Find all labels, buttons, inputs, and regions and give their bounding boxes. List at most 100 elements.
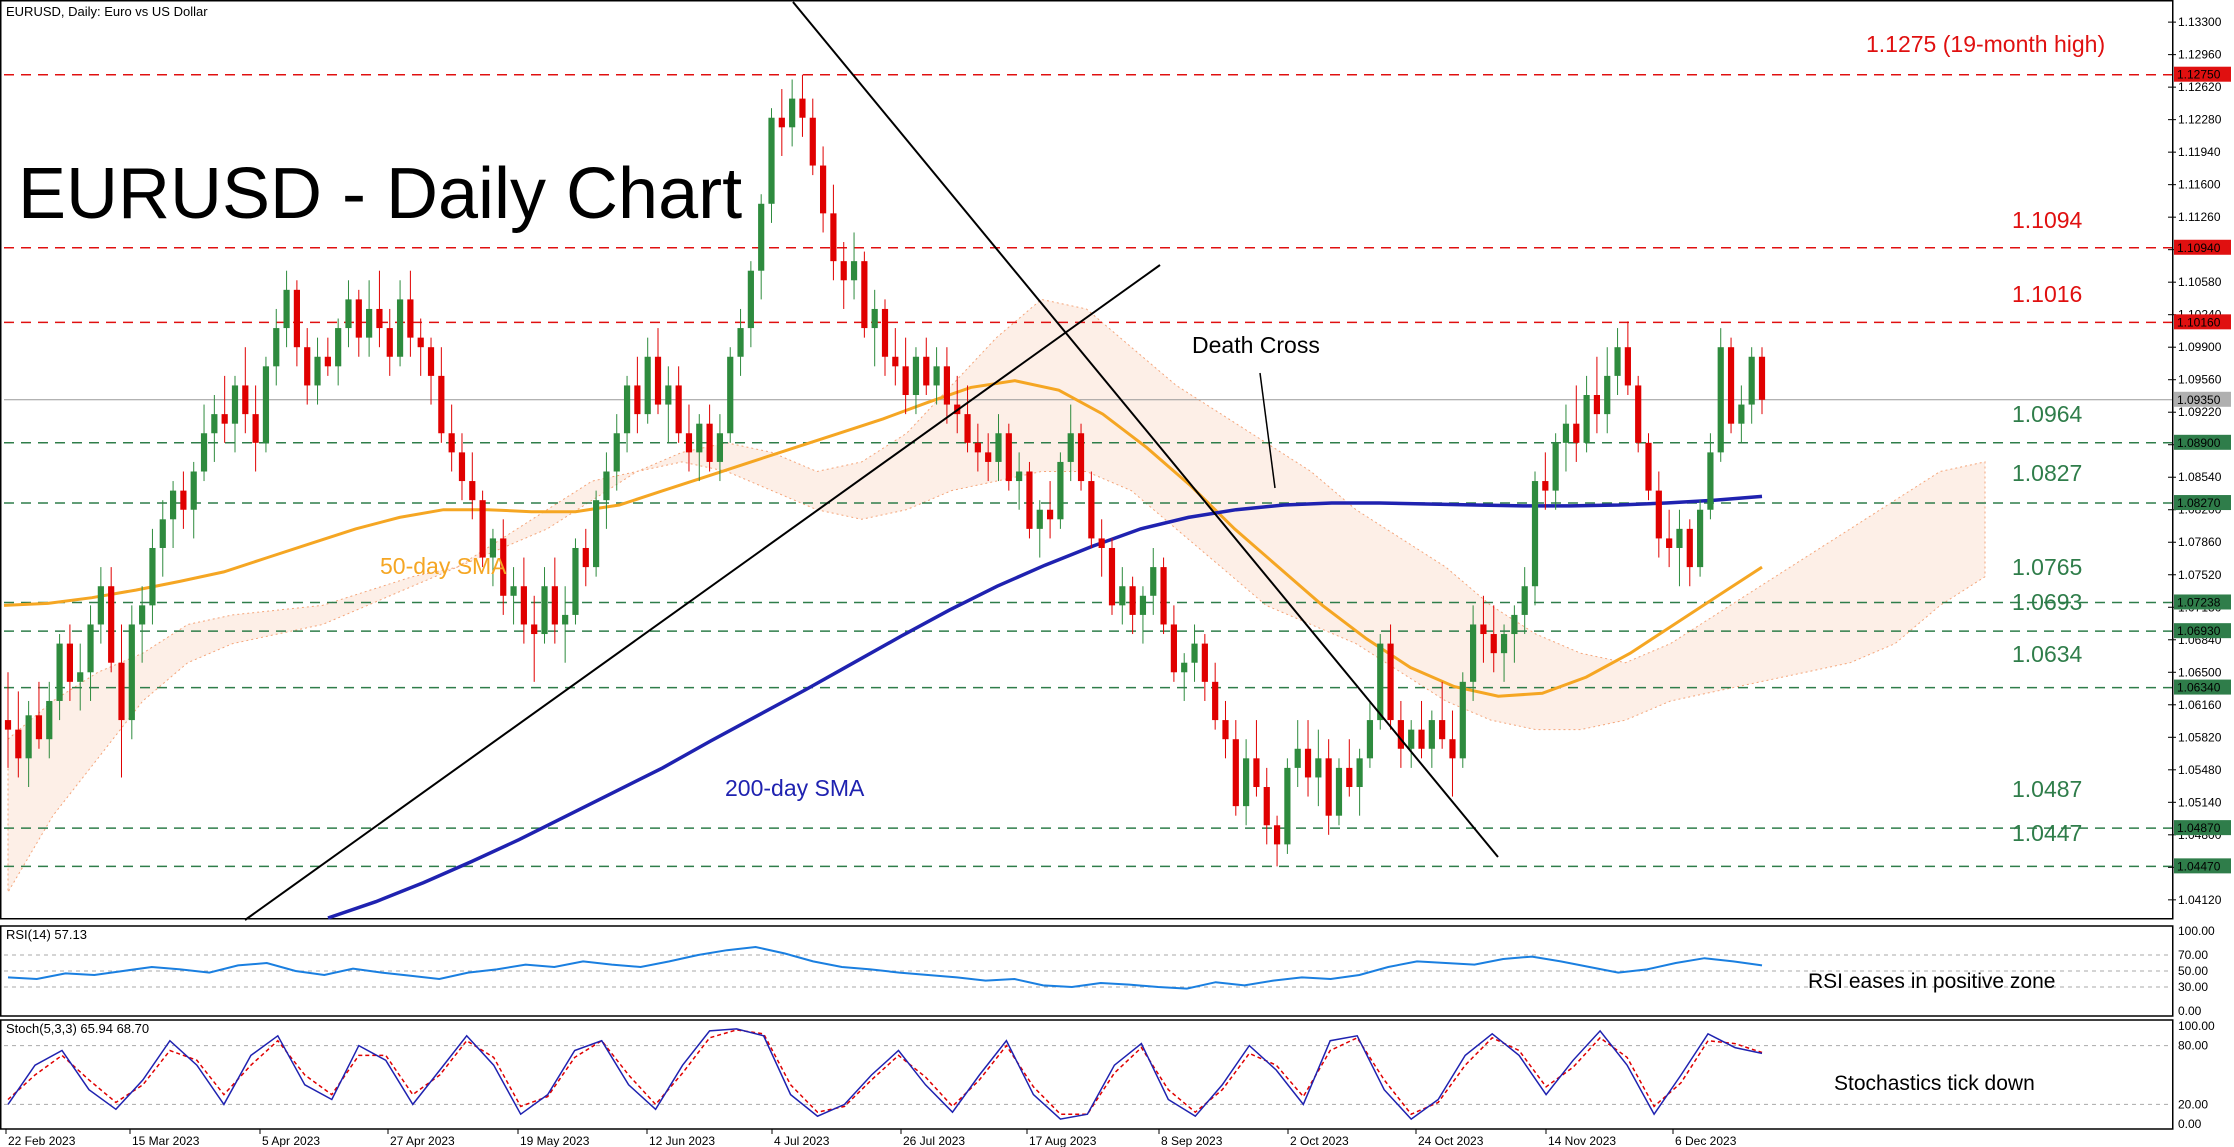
candle-body xyxy=(1758,356,1766,400)
rsi-tick-label: 30.00 xyxy=(2178,980,2208,994)
candle-body xyxy=(345,299,352,329)
level-label: 1.1275 (19-month high) xyxy=(1866,31,2105,57)
candle-body xyxy=(479,500,486,558)
candle-body xyxy=(1449,739,1456,759)
candle-body xyxy=(221,414,228,424)
candle-body xyxy=(35,715,43,740)
price-tag-bg xyxy=(2174,495,2231,511)
candle-body xyxy=(1335,767,1343,816)
candle-body xyxy=(1511,614,1518,635)
candle-body xyxy=(1418,729,1425,749)
candle-body xyxy=(1727,347,1735,424)
candle-body xyxy=(293,289,300,348)
candle-body xyxy=(1655,490,1662,539)
rsi-pane: 100.00 70.00 50.00 30.00 0.00 xyxy=(4,924,2215,1018)
candle-body xyxy=(923,356,930,386)
price-tag-bg xyxy=(2174,66,2231,82)
candle-body xyxy=(778,117,785,128)
page-title: EURUSD - Daily Chart xyxy=(18,154,742,234)
candle-body xyxy=(1356,758,1363,788)
candle-body xyxy=(623,385,631,434)
candle-body xyxy=(634,385,641,415)
y-tick-label: 1.07860 xyxy=(2178,535,2222,549)
candle-body xyxy=(1666,538,1673,548)
candle-body xyxy=(500,538,507,596)
candle-body xyxy=(108,586,115,663)
candle-body xyxy=(531,624,538,635)
candle-body xyxy=(1686,528,1693,568)
candle-body xyxy=(1439,720,1446,740)
y-tick-label: 1.12620 xyxy=(2178,80,2222,94)
candle-body xyxy=(716,433,724,462)
death-cross-label: Death Cross xyxy=(1192,332,1320,358)
y-tick-label: 1.13300 xyxy=(2178,15,2222,29)
price-tag-text: 1.07238 xyxy=(2177,595,2221,609)
stoch-note: Stochastics tick down xyxy=(1834,1072,2035,1095)
price-tag-text: 1.12750 xyxy=(2177,68,2221,82)
candle-body xyxy=(200,433,208,472)
candle-body xyxy=(1170,624,1177,673)
x-tick-label: 27 Apr 2023 xyxy=(390,1134,455,1147)
price-tag-bg xyxy=(2174,858,2231,874)
candle-body xyxy=(789,98,796,128)
y-tick-label: 1.09900 xyxy=(2178,340,2222,354)
level-label: 1.0487 xyxy=(2012,776,2082,802)
candle-body xyxy=(314,356,321,386)
support-resistance-levels: 1.1275 (19-month high) 1.1094 1.1016 1.0964… xyxy=(4,31,2172,868)
candle-body xyxy=(1026,471,1033,529)
candle-body xyxy=(335,328,342,367)
candle-body xyxy=(881,308,889,357)
stoch-label: Stoch(5,3,3) 65.94 68.70 xyxy=(6,1021,149,1036)
candle-body xyxy=(1645,442,1652,491)
stoch-tick-label: 0.00 xyxy=(2178,1117,2202,1131)
stoch-tick-label: 100.00 xyxy=(2178,1019,2215,1033)
death-cross-pointer xyxy=(1259,372,1276,489)
candle-body xyxy=(190,471,197,510)
price-tag-bg xyxy=(2174,594,2231,610)
price-tag-text: 1.10160 xyxy=(2177,315,2221,329)
candle-body xyxy=(799,98,806,118)
candle-body xyxy=(675,385,682,434)
x-tick-label: 17 Aug 2023 xyxy=(1029,1134,1097,1147)
level-label: 1.0765 xyxy=(2012,554,2082,580)
candle-body xyxy=(696,423,703,453)
candle-body xyxy=(1098,538,1105,548)
candle-body xyxy=(902,366,909,396)
candle-body xyxy=(252,414,259,443)
candle-body xyxy=(1542,481,1549,491)
x-tick-label: 12 Jun 2023 xyxy=(649,1134,715,1147)
candle-body xyxy=(1201,643,1208,682)
candle-body xyxy=(685,433,693,453)
ascending-trendline xyxy=(244,264,1161,921)
candle-body xyxy=(1707,452,1714,510)
price-tag-text: 1.04870 xyxy=(2177,821,2221,835)
sma200-label: 200-day SMA xyxy=(725,775,865,801)
candle-body xyxy=(56,643,63,701)
candle-body xyxy=(871,308,878,329)
ichimoku-cloud xyxy=(7,298,1986,895)
y-tick-label: 1.10580 xyxy=(2178,275,2222,289)
y-tick-label: 1.09560 xyxy=(2178,373,2222,387)
candle-body xyxy=(1108,547,1116,606)
candle-body xyxy=(211,414,218,434)
candle-body xyxy=(1480,624,1487,635)
price-tag-bg xyxy=(2174,820,2231,836)
candle-body xyxy=(324,356,331,367)
sma200-line xyxy=(327,494,1763,920)
candle-body xyxy=(747,270,754,329)
candle-body xyxy=(572,547,579,615)
candle-body xyxy=(850,261,858,281)
candle-body xyxy=(231,385,239,424)
candle-body xyxy=(283,289,290,329)
y-tick-label: 1.12960 xyxy=(2178,48,2222,62)
candle-body xyxy=(139,605,146,625)
candle-body xyxy=(613,433,620,472)
rsi-line xyxy=(7,945,1763,990)
candle-body xyxy=(912,356,920,396)
candle-body xyxy=(1036,509,1043,529)
y-tick-label: 1.11260 xyxy=(2178,210,2221,224)
candle-body xyxy=(510,586,517,596)
price-tag-text: 1.06340 xyxy=(2177,681,2221,695)
candle-body xyxy=(1459,681,1466,759)
